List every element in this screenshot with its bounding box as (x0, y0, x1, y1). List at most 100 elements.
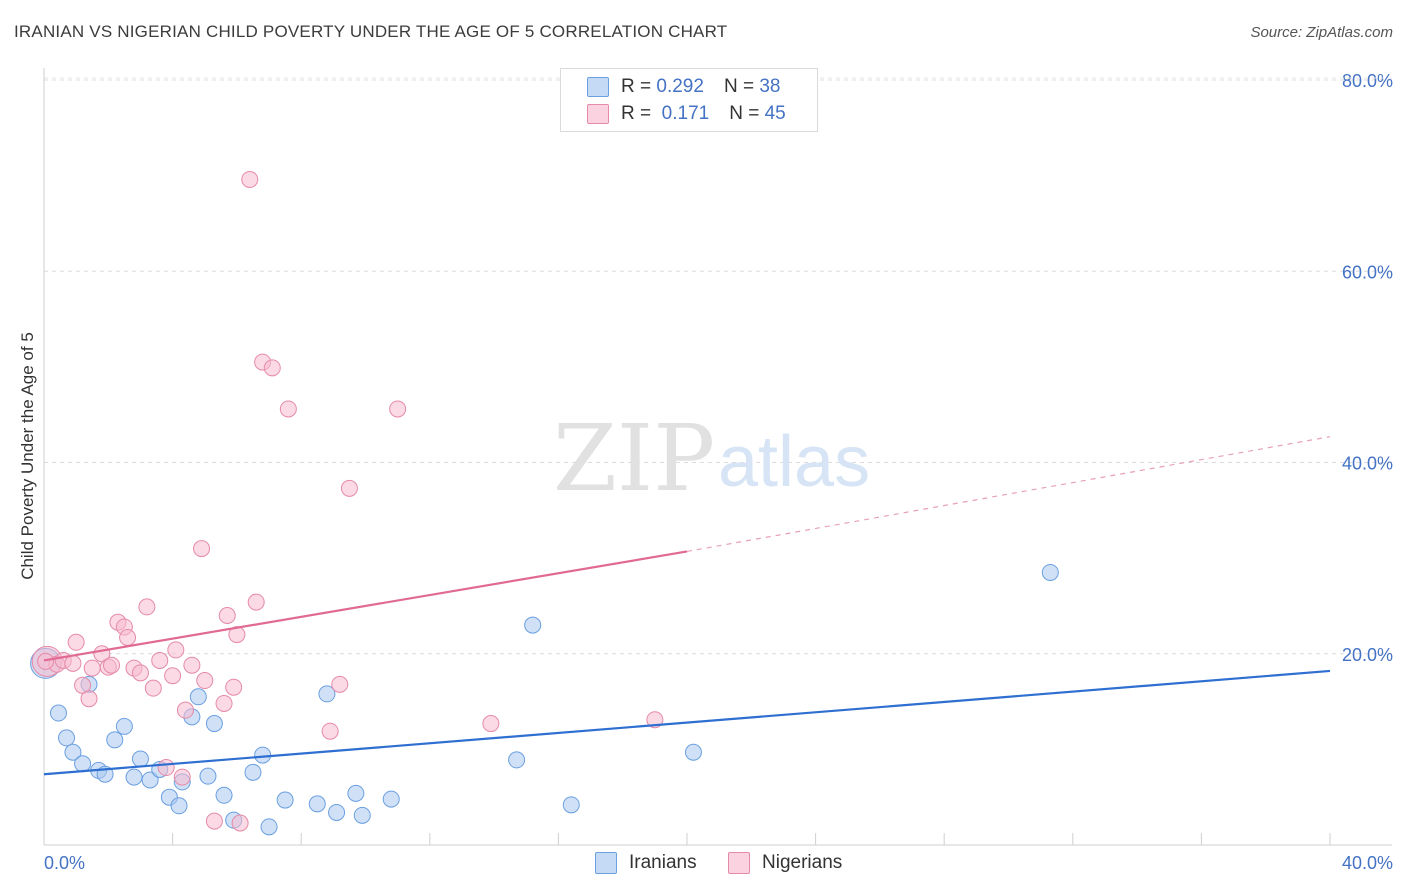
data-point (119, 628, 137, 646)
data-point (115, 717, 133, 735)
data-point (215, 786, 233, 804)
series-label-nigerians: Nigerians (762, 852, 843, 873)
legend-row-nigerians: R = 0.171 N = 45 (587, 102, 786, 126)
data-point (205, 812, 223, 830)
data-point (321, 722, 339, 740)
source-label: Source: ZipAtlas.com (1250, 24, 1393, 41)
legend-swatch-nigerians (587, 104, 609, 124)
data-point (176, 701, 194, 719)
data-point (279, 400, 297, 418)
legend-r-value: 0.292 (656, 76, 704, 97)
y-tick-label: 60.0% (1342, 262, 1393, 282)
data-point (353, 806, 371, 824)
series-legend-item-iranians[interactable]: Iranians (595, 852, 697, 874)
data-point (138, 598, 156, 616)
data-point (562, 796, 580, 814)
legend-r-label: R = (621, 103, 652, 124)
data-point (340, 479, 358, 497)
data-point (144, 679, 162, 697)
data-point (276, 791, 294, 809)
data-point (508, 751, 526, 769)
data-point (218, 607, 236, 624)
data-point (196, 672, 214, 690)
data-point (193, 540, 211, 558)
data-point (157, 759, 175, 777)
series-swatch-nigerians (728, 852, 750, 874)
series-nigerians (31, 170, 664, 832)
x-tick-label: 40.0% (1342, 853, 1393, 873)
data-point (1041, 563, 1059, 581)
data-point (173, 768, 191, 786)
chart-title: IRANIAN VS NIGERIAN CHILD POVERTY UNDER … (14, 22, 728, 41)
data-point (646, 711, 664, 729)
data-point (482, 715, 500, 733)
trendline-nigerians (43, 550, 688, 662)
data-point (241, 170, 259, 188)
series-iranians (30, 563, 1059, 836)
data-point (83, 659, 101, 677)
legend-n-label: N = (729, 103, 760, 124)
data-point (524, 616, 542, 634)
data-point (254, 746, 272, 764)
data-point (74, 755, 92, 773)
trendline-iranians (43, 669, 1331, 776)
data-point (318, 685, 336, 703)
data-point (167, 641, 185, 659)
data-point (67, 633, 85, 651)
legend-r-label: R = (621, 76, 652, 97)
watermark-atlas: atlas (718, 422, 870, 502)
y-axis-label: Child Poverty Under the Age of 5 (18, 332, 37, 580)
data-point (49, 704, 67, 722)
data-point (244, 763, 262, 781)
series-label-iranians: Iranians (629, 852, 697, 873)
x-tick-label: 0.0% (44, 853, 85, 873)
stats-legend: R = 0.292 N = 38 R = 0.171 N = 45 (560, 68, 818, 132)
data-point (382, 790, 400, 808)
data-point (37, 652, 55, 670)
data-point (247, 593, 265, 611)
data-point (308, 795, 326, 813)
data-point (151, 651, 169, 669)
data-point (170, 797, 188, 815)
data-point (58, 729, 76, 747)
data-point (331, 675, 349, 693)
data-point (131, 664, 149, 682)
data-point (131, 750, 149, 768)
data-point (164, 667, 182, 685)
data-point (106, 731, 124, 749)
legend-swatch-iranians (587, 77, 609, 97)
series-legend-item-nigerians[interactable]: Nigerians (728, 852, 842, 874)
watermark-zip: ZIP (553, 405, 715, 512)
data-point (103, 656, 121, 674)
series-legend: Iranians Nigerians (0, 852, 1406, 878)
data-point (199, 767, 217, 785)
legend-n-value: 45 (764, 103, 786, 124)
data-point (231, 814, 249, 832)
legend-r-value: 0.171 (656, 103, 710, 124)
data-point (183, 656, 201, 674)
data-point (189, 688, 207, 706)
legend-n-value: 38 (759, 76, 781, 97)
data-point (80, 690, 98, 708)
data-point (225, 678, 243, 696)
data-point (64, 743, 82, 761)
data-point (125, 768, 143, 786)
data-point (347, 784, 365, 802)
legend-row-iranians: R = 0.292 N = 38 (587, 75, 780, 99)
data-point (328, 803, 346, 821)
series-swatch-iranians (595, 852, 617, 874)
trendline-nigerians-extension (686, 436, 1331, 553)
data-point (205, 715, 223, 733)
legend-n-label: N = (723, 76, 755, 97)
data-point (141, 771, 159, 789)
data-point (263, 359, 281, 377)
data-point (389, 400, 407, 418)
y-tick-label: 80.0% (1342, 71, 1393, 91)
data-point (684, 743, 702, 761)
data-point (215, 694, 233, 712)
data-point (260, 818, 278, 836)
y-tick-label: 20.0% (1342, 645, 1393, 665)
y-tick-label: 40.0% (1342, 454, 1393, 474)
data-point (64, 654, 82, 672)
